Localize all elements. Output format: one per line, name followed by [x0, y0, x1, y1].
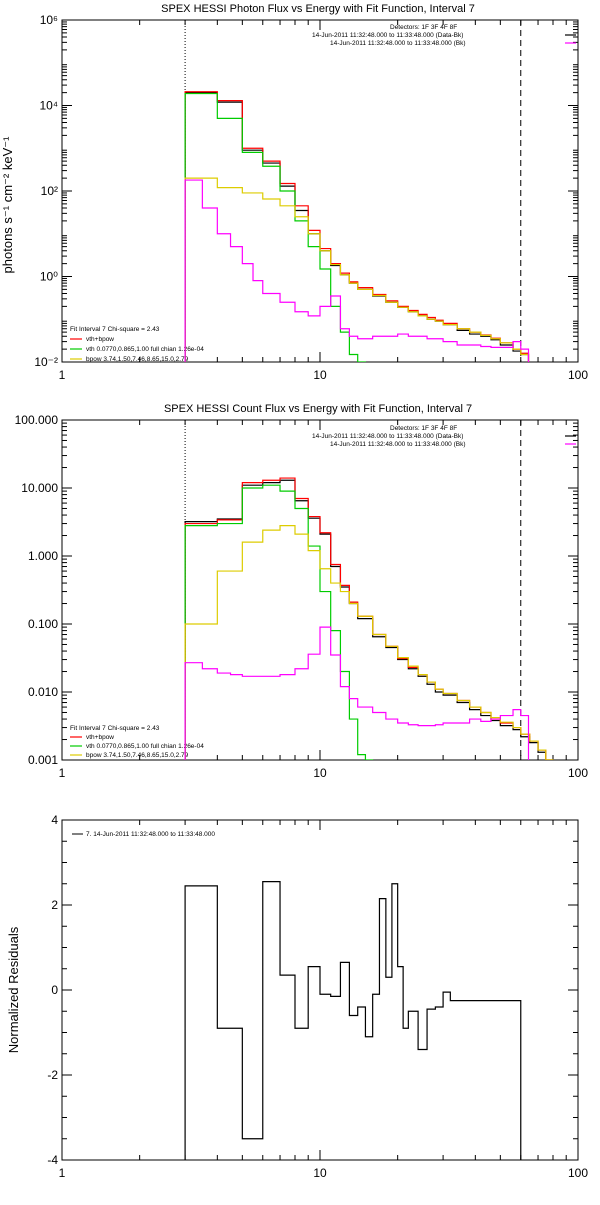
y-tick-label: 10.000 [21, 481, 58, 495]
count-flux-title: SPEX HESSI Count Flux vs Energy with Fit… [164, 403, 472, 415]
y-tick-label: 10⁶ [40, 13, 58, 27]
photon-flux-title: SPEX HESSI Photon Flux vs Energy with Fi… [161, 3, 475, 15]
y-tick-label: 2 [51, 898, 58, 912]
count-fit-line-4: bpow 3.74,1.50,7.46,8.65,15.0,2.79 [86, 752, 189, 759]
residuals-legend: 7. 14-Jun-2011 11:32:48.000 to 11:33:48.… [86, 831, 215, 838]
count-flux-panel: SPEX HESSI Count Flux vs Energy with Fit… [15, 403, 589, 780]
y-tick-label: 0 [51, 983, 58, 997]
photon-fit-line-1: Fit Interval 7 Chi-square = 2.43 [70, 326, 160, 333]
y-tick-label: 1.000 [28, 549, 58, 563]
series-vth-bpow-line [184, 91, 530, 362]
x-tick-label: 1 [59, 368, 66, 382]
count-legend-line-3: 14-Jun-2011 11:32:48.000 to 11:33:48.000… [330, 441, 466, 448]
x-tick-label: 10 [313, 766, 327, 780]
x-tick-label: 100 [568, 368, 588, 382]
series-vth-line [184, 484, 374, 760]
series-residuals-line [184, 881, 522, 1160]
count-fit-line-3: vth 0.0770,0.865,1.00 full chian 1.26e-0… [86, 743, 204, 750]
y-tick-label: 0.100 [28, 617, 58, 631]
photon-fit-line-3: vth 0.0770,0.865,1.00 full chian 1.26e-0… [86, 346, 204, 353]
residuals-ylabel: Normalized Residuals [6, 926, 21, 1053]
x-tick-label: 100 [568, 766, 588, 780]
y-tick-label: 10⁰ [40, 270, 58, 284]
y-tick-label: 4 [51, 813, 58, 827]
y-tick-label: -4 [47, 1153, 58, 1167]
series-bk-line [184, 179, 530, 362]
x-tick-label: 10 [313, 368, 327, 382]
series-data-bk-line [184, 92, 530, 362]
x-tick-label: 1 [59, 766, 66, 780]
photon-flux-ylabel: photons s⁻¹ cm⁻² keV⁻¹ [0, 136, 15, 274]
photon-fit-line-4: bpow 3.74,1.50,7.46,8.65,15.0,2.79 [86, 356, 189, 363]
y-tick-label: 10⁻² [34, 355, 58, 369]
y-tick-label: 0.001 [28, 753, 58, 767]
y-tick-label: -2 [47, 1068, 58, 1082]
series-vth-line [184, 92, 367, 362]
photon-legend-line-1: Detectors: 1F 3F 4F 8F [390, 24, 457, 31]
y-tick-label: 10² [41, 184, 58, 198]
y-tick-label: 100.000 [15, 413, 59, 427]
series-bpow-line [184, 524, 554, 760]
series-bk-line [184, 626, 530, 760]
x-tick-label: 10 [313, 1166, 327, 1180]
x-tick-label: 100 [568, 1166, 588, 1180]
photon-flux-panel: SPEX HESSI Photon Flux vs Energy with Fi… [0, 3, 588, 382]
count-legend-line-2: 14-Jun-2011 11:32:48.000 to 11:33:48.000… [312, 433, 463, 440]
count-legend-line-1: Detectors: 1F 3F 4F 8F [390, 425, 457, 432]
series-bpow-line [184, 177, 530, 362]
x-tick-label: 1 [59, 1166, 66, 1180]
photon-legend-line-2: 14-Jun-2011 11:32:48.000 to 11:33:48.000… [312, 32, 463, 39]
photon-fit-line-2: vth+bpow [86, 336, 114, 343]
count-fit-line-2: vth+bpow [86, 734, 114, 741]
y-tick-label: 10⁴ [39, 99, 58, 113]
residuals-panel: Normalized Residuals 7. 14-Jun-2011 11:3… [6, 813, 588, 1180]
y-tick-label: 0.010 [28, 685, 58, 699]
count-fit-line-1: Fit Interval 7 Chi-square = 2.43 [70, 725, 160, 732]
photon-legend-line-3: 14-Jun-2011 11:32:48.000 to 11:33:48.000… [330, 40, 466, 47]
